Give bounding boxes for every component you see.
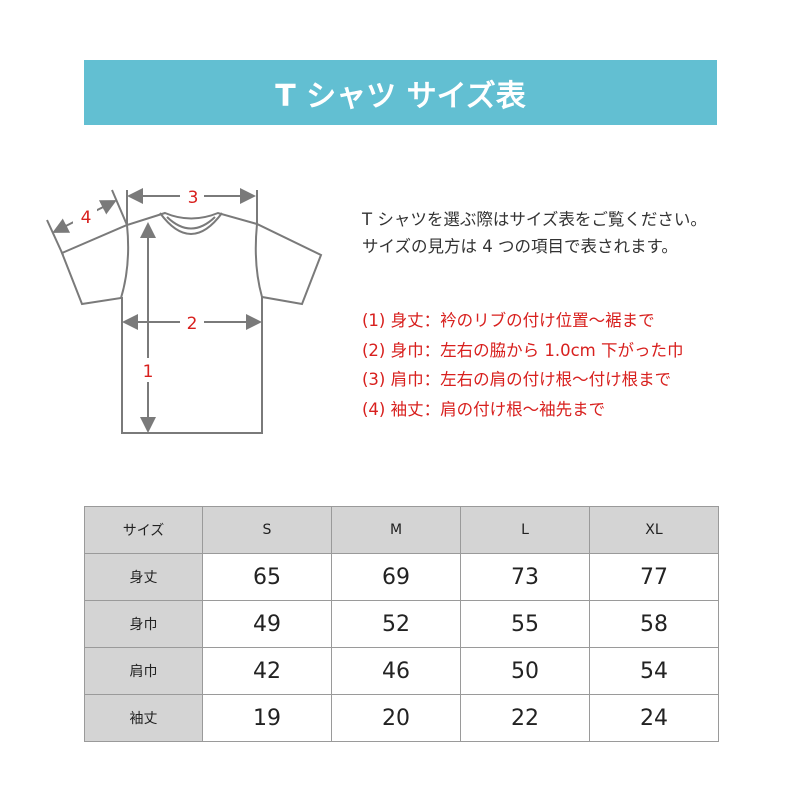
cell: 55: [460, 600, 590, 648]
cell: 49: [202, 600, 332, 648]
cell: 54: [589, 647, 719, 695]
header-cell: S: [202, 506, 332, 554]
table-header-row: サイズ S M L XL: [84, 506, 719, 554]
table-row: 袖丈 19 20 22 24: [84, 694, 719, 742]
measurement-notes: (1) 身丈：衿のリブの付け位置〜裾まで (2) 身巾：左右の脇から 1.0cm…: [362, 306, 684, 424]
cell: 65: [202, 553, 332, 601]
note-1: (1) 身丈：衿のリブの付け位置〜裾まで: [362, 311, 655, 330]
cell: 69: [331, 553, 461, 601]
header-cell: サイズ: [84, 506, 203, 554]
cell: 50: [460, 647, 590, 695]
cell: 22: [460, 694, 590, 742]
table-row: 身巾 49 52 55 58: [84, 600, 719, 648]
description: T シャツを選ぶ際はサイズ表をご覧ください。 サイズの見方は 4 つの項目で表さ…: [362, 206, 707, 260]
cell: 52: [331, 600, 461, 648]
table-row: 肩巾 42 46 50 54: [84, 647, 719, 695]
cell: 58: [589, 600, 719, 648]
header-cell: L: [460, 506, 590, 554]
cell: 20: [331, 694, 461, 742]
description-line: サイズの見方は 4 つの項目で表されます。: [362, 237, 678, 256]
cell: 42: [202, 647, 332, 695]
header-cell: M: [331, 506, 461, 554]
label-2: 2: [187, 314, 198, 334]
row-label: 身丈: [84, 553, 203, 601]
label-1: 1: [143, 362, 154, 382]
table-row: 身丈 65 69 73 77: [84, 553, 719, 601]
description-line: T シャツを選ぶ際はサイズ表をご覧ください。: [362, 210, 707, 229]
row-label: 肩巾: [84, 647, 203, 695]
page-title: T シャツ サイズ表: [84, 60, 717, 125]
note-2: (2) 身巾：左右の脇から 1.0cm 下がった巾: [362, 340, 684, 360]
cell: 24: [589, 694, 719, 742]
label-3: 3: [188, 188, 199, 208]
label-4: 4: [81, 208, 92, 228]
cell: 73: [460, 553, 590, 601]
size-table: サイズ S M L XL 身丈 65 69 73 77 身巾 49 52 55 …: [84, 506, 719, 742]
row-label: 身巾: [84, 600, 203, 648]
cell: 77: [589, 553, 719, 601]
note-3: (3) 肩巾：左右の肩の付け根〜付け根まで: [362, 370, 672, 389]
row-label: 袖丈: [84, 694, 203, 742]
header-cell: XL: [589, 506, 719, 554]
cell: 19: [202, 694, 332, 742]
cell: 46: [331, 647, 461, 695]
note-4: (4) 袖丈：肩の付け根〜袖先まで: [362, 399, 606, 419]
